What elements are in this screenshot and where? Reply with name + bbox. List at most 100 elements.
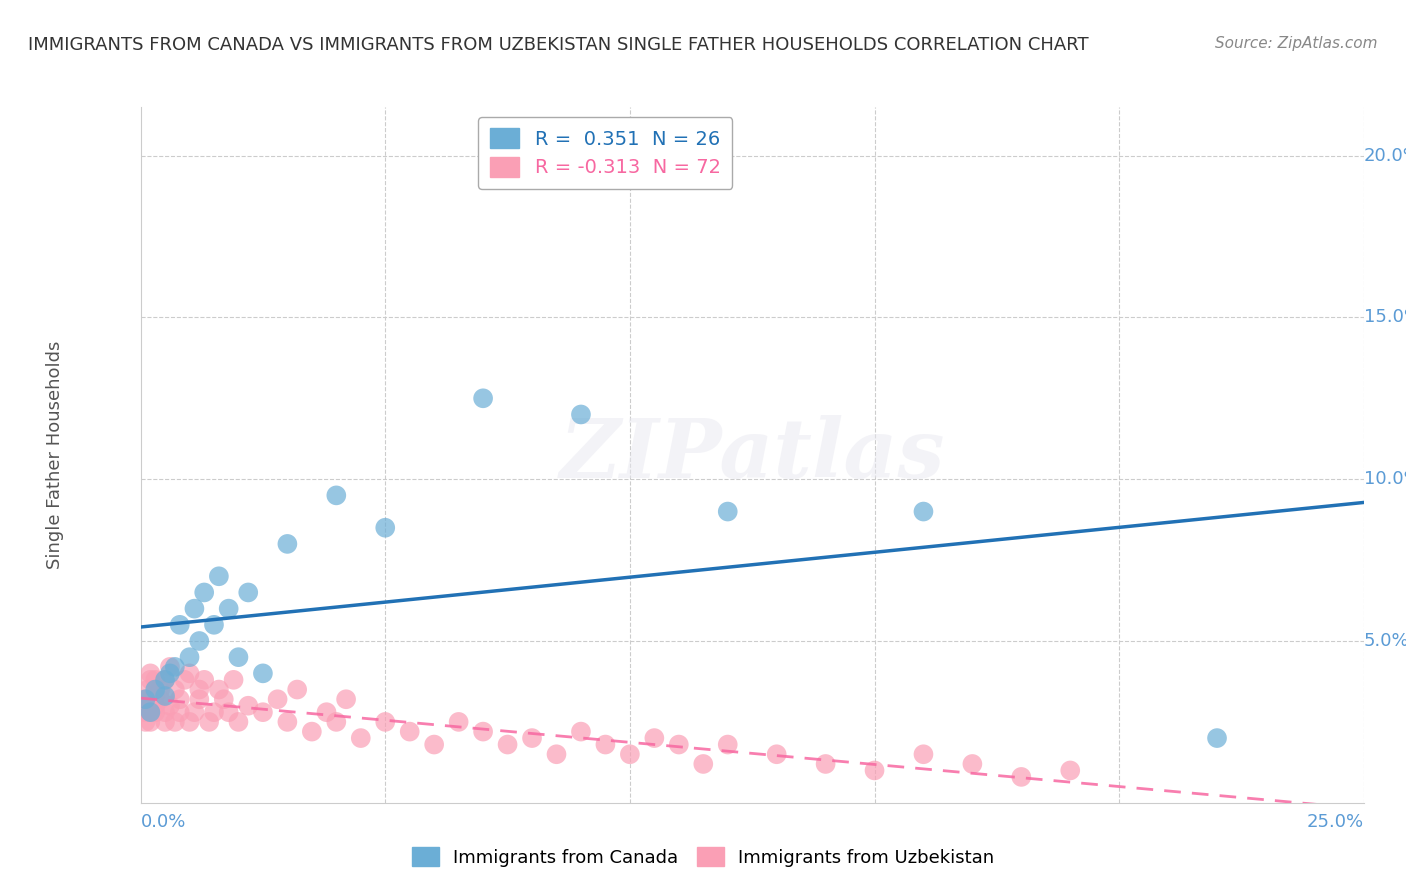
Point <box>159 666 181 681</box>
Point <box>447 714 470 729</box>
Point <box>143 682 166 697</box>
Point <box>143 673 166 687</box>
Point <box>325 488 347 502</box>
Point <box>132 698 155 713</box>
Point <box>139 705 162 719</box>
Point <box>546 747 568 762</box>
Point <box>252 666 274 681</box>
Point <box>193 673 215 687</box>
Point <box>153 673 176 687</box>
Point <box>595 738 617 752</box>
Point <box>692 756 714 771</box>
Point <box>252 705 274 719</box>
Point <box>143 689 166 703</box>
Point <box>238 585 260 599</box>
Point <box>423 738 446 752</box>
Point <box>912 747 935 762</box>
Point <box>863 764 886 778</box>
Point <box>149 682 172 697</box>
Legend: Immigrants from Canada, Immigrants from Uzbekistan: Immigrants from Canada, Immigrants from … <box>405 840 1001 874</box>
Point <box>143 698 166 713</box>
Point <box>472 724 495 739</box>
Point <box>218 705 240 719</box>
Point <box>374 521 396 535</box>
Point <box>134 692 156 706</box>
Point <box>301 724 323 739</box>
Text: 15.0%: 15.0% <box>1364 309 1406 326</box>
Point <box>153 689 176 703</box>
Point <box>266 692 288 706</box>
Point <box>276 537 298 551</box>
Text: ZIPatlas: ZIPatlas <box>560 415 945 495</box>
Point <box>814 756 837 771</box>
Text: 25.0%: 25.0% <box>1306 814 1364 831</box>
Point <box>193 585 215 599</box>
Point <box>218 601 240 615</box>
Point <box>153 673 176 687</box>
Point <box>520 731 543 745</box>
Point <box>169 617 191 632</box>
Point <box>173 673 195 687</box>
Point <box>374 714 396 729</box>
Point <box>159 660 181 674</box>
Point <box>325 714 347 729</box>
Point <box>212 692 235 706</box>
Point <box>188 692 211 706</box>
Point <box>163 660 186 674</box>
Point <box>134 705 156 719</box>
Point <box>717 504 740 518</box>
Point <box>472 392 495 406</box>
Point <box>1206 731 1229 745</box>
Point <box>315 705 337 719</box>
Point <box>668 738 690 752</box>
Point <box>163 682 186 697</box>
Point <box>765 747 787 762</box>
Text: 5.0%: 5.0% <box>1364 632 1406 650</box>
Point <box>183 601 205 615</box>
Point <box>149 692 172 706</box>
Point <box>198 714 221 729</box>
Point <box>169 705 191 719</box>
Point <box>228 650 250 665</box>
Point <box>136 698 159 713</box>
Point <box>153 714 176 729</box>
Point <box>139 673 162 687</box>
Legend: R =  0.351  N = 26, R = -0.313  N = 72: R = 0.351 N = 26, R = -0.313 N = 72 <box>478 117 733 189</box>
Point <box>134 692 156 706</box>
Point <box>1010 770 1032 784</box>
Text: 10.0%: 10.0% <box>1364 470 1406 488</box>
Point <box>285 682 308 697</box>
Point <box>335 692 357 706</box>
Point <box>188 634 211 648</box>
Text: IMMIGRANTS FROM CANADA VS IMMIGRANTS FROM UZBEKISTAN SINGLE FATHER HOUSEHOLDS CO: IMMIGRANTS FROM CANADA VS IMMIGRANTS FRO… <box>28 36 1088 54</box>
Point <box>139 692 162 706</box>
Text: Source: ZipAtlas.com: Source: ZipAtlas.com <box>1215 36 1378 51</box>
Point <box>569 724 592 739</box>
Point <box>276 714 298 729</box>
Point <box>153 705 176 719</box>
Point <box>238 698 260 713</box>
Point <box>717 738 740 752</box>
Point <box>619 747 641 762</box>
Point <box>643 731 665 745</box>
Point <box>183 705 205 719</box>
Text: Single Father Households: Single Father Households <box>46 341 65 569</box>
Point <box>228 714 250 729</box>
Point <box>188 682 211 697</box>
Point <box>350 731 373 745</box>
Point <box>496 738 519 752</box>
Point <box>398 724 420 739</box>
Point <box>169 692 191 706</box>
Point <box>139 714 162 729</box>
Text: 20.0%: 20.0% <box>1364 146 1406 165</box>
Point <box>159 698 181 713</box>
Point <box>208 682 231 697</box>
Point <box>962 756 984 771</box>
Point <box>179 714 201 729</box>
Point <box>202 617 225 632</box>
Text: 0.0%: 0.0% <box>141 814 186 831</box>
Point <box>179 650 201 665</box>
Point <box>139 666 162 681</box>
Point <box>222 673 245 687</box>
Point <box>202 705 225 719</box>
